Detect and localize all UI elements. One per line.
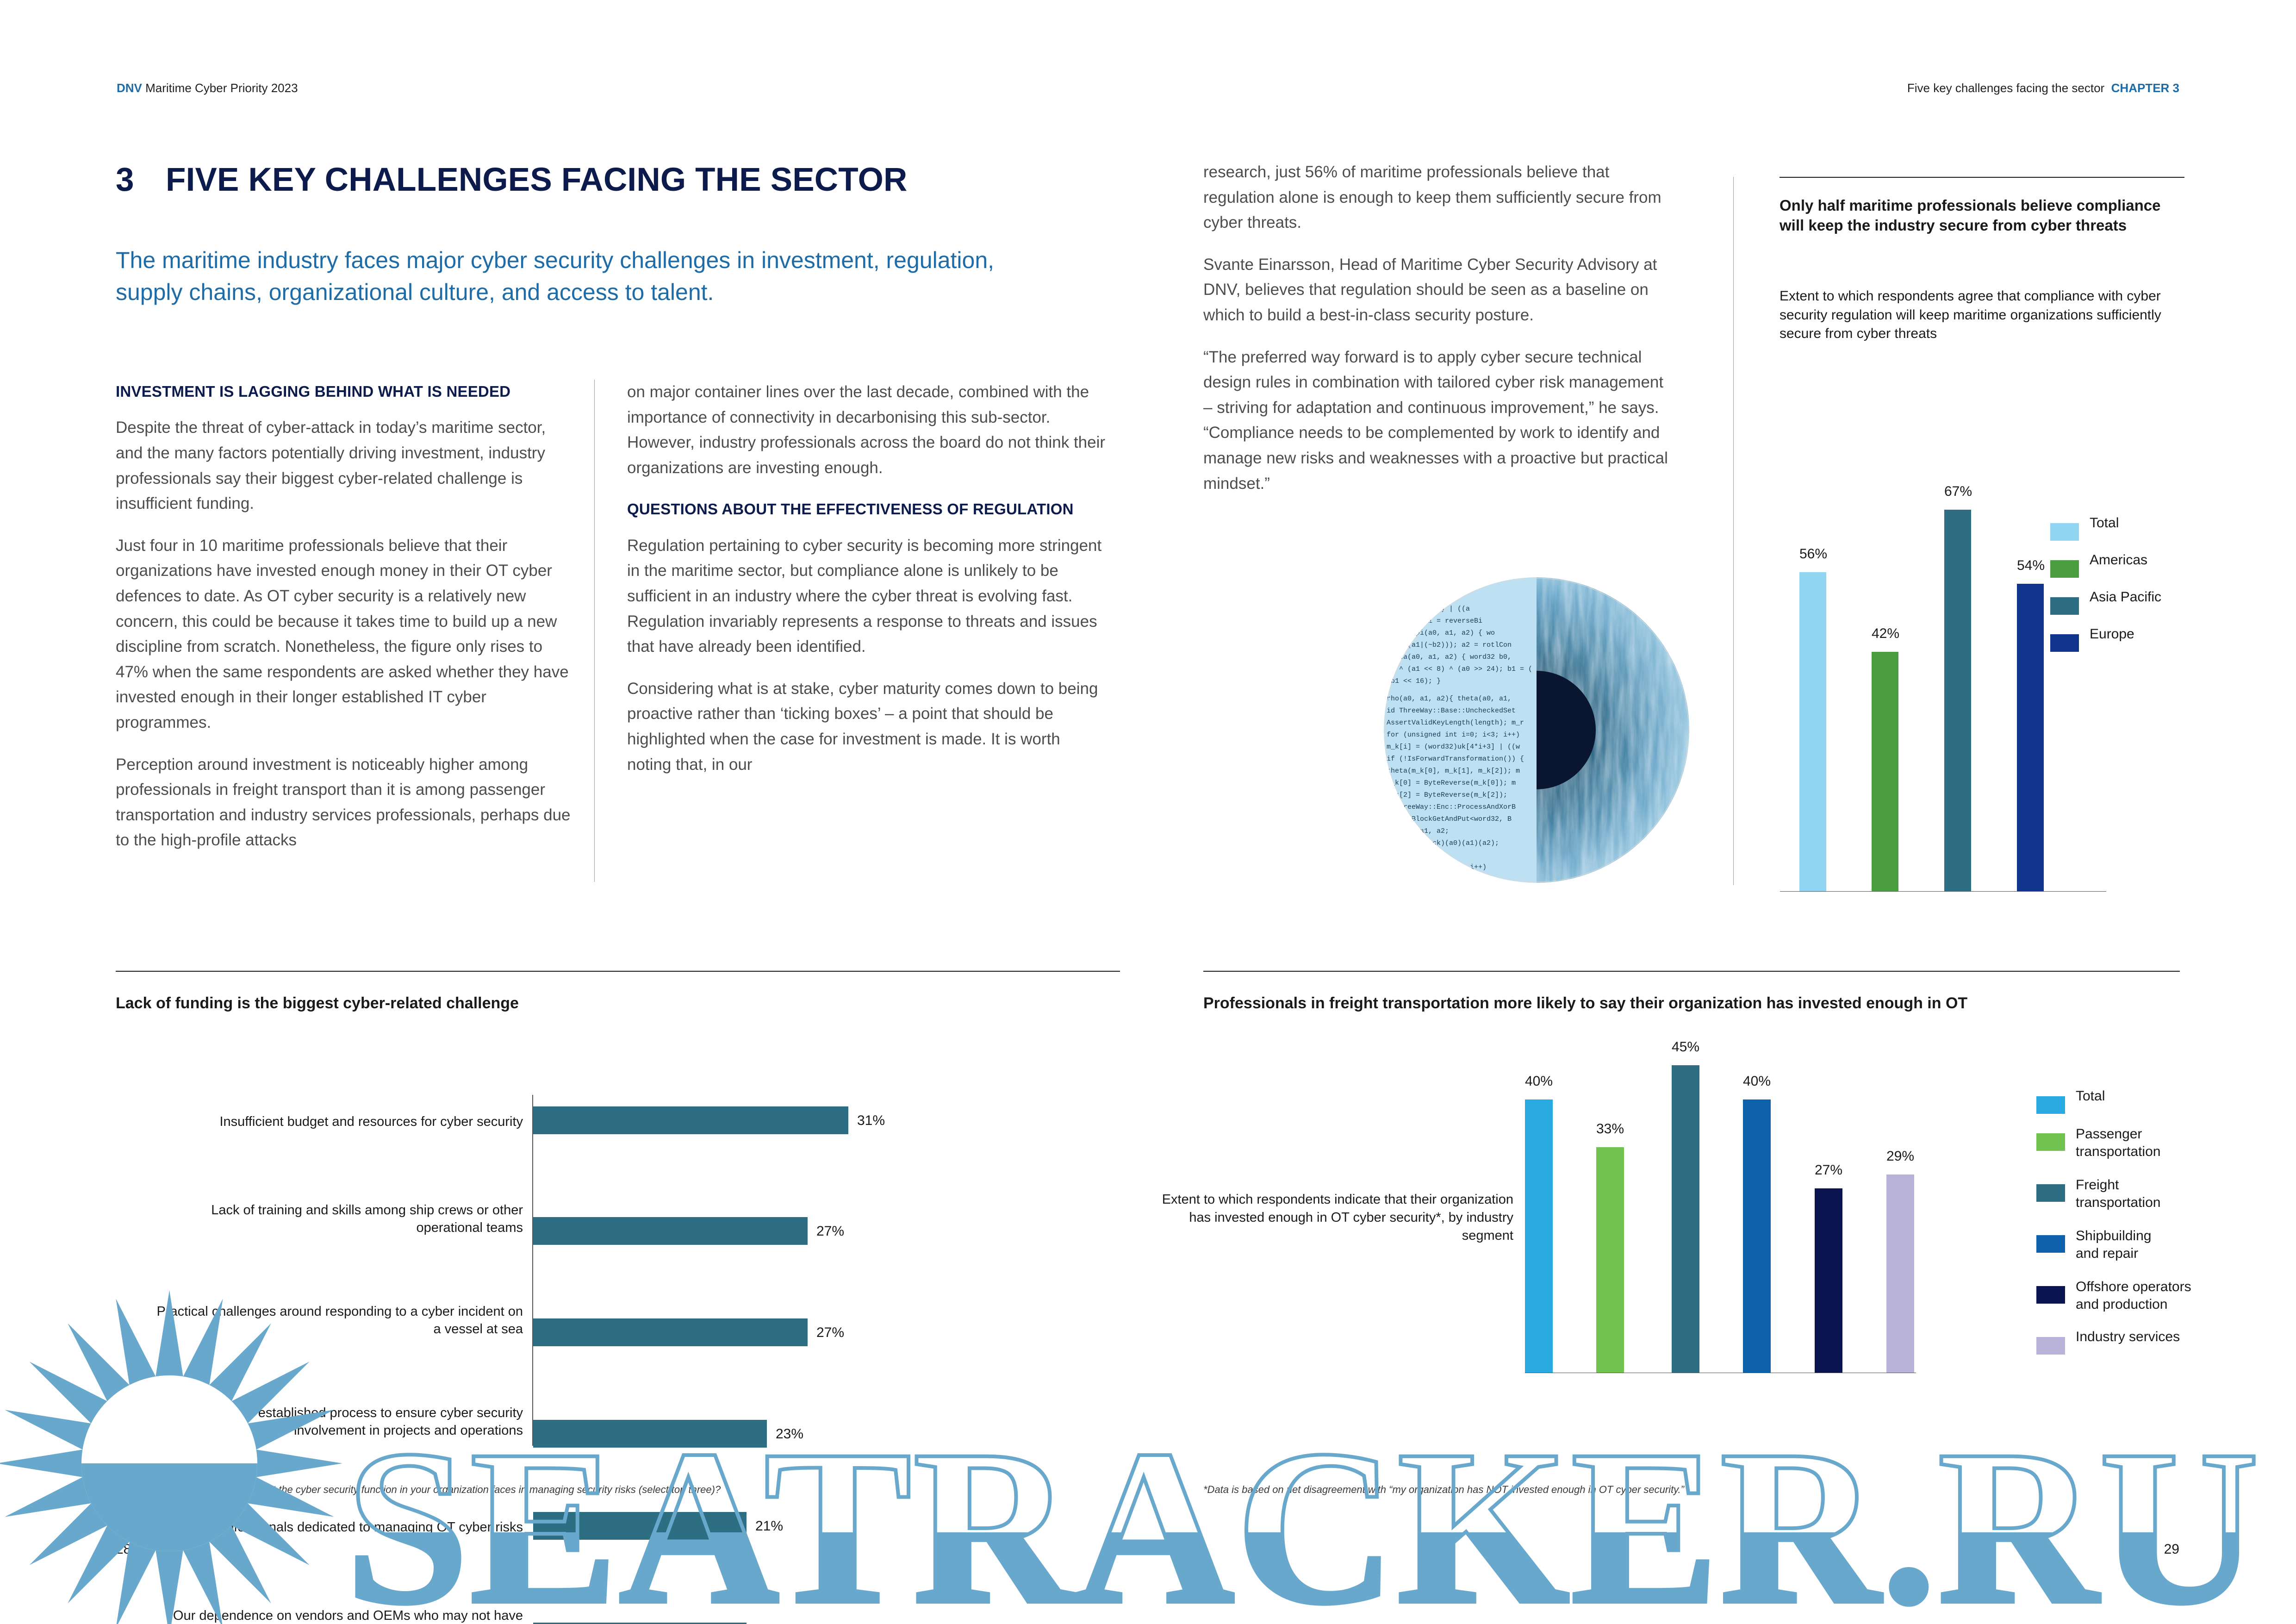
svg-text:::Get(inBlock)(a0)(a1)(a2);: ::Get(inBlock)(a0)(a1)(a2); (1387, 839, 1499, 847)
svg-text:a1, a2) {a1 = reverseBi: a1, a2) {a1 = reverseBi (1387, 617, 1482, 625)
svg-text:theta(m_k[0], m_k[1], m_k[2]);: theta(m_k[0], m_k[1], m_k[2]); m (1387, 767, 1520, 775)
svg-text:rc = START_E;: rc = START_E; (1387, 851, 1441, 859)
svg-text:for (unsigned int i=0; i<3; i+: for (unsigned int i=0; i<3; i++) (1387, 731, 1520, 739)
svg-text:m_k[2] = ByteReverse(m_k[2]);: m_k[2] = ByteReverse(m_k[2]); (1387, 791, 1507, 799)
svg-text:m_k[0] = ByteReverse(m_k[0]);: m_k[0] = ByteReverse(m_k[0]); m (1387, 779, 1516, 787)
svg-text:if (!IsForwardTransformation(): if (!IsForwardTransformation()) { (1387, 755, 1524, 763)
svg-text:0F0F0F0) >> 4) | ((a: 0F0F0F0) >> 4) | ((a (1387, 605, 1470, 613)
svg-text:d32 a0, a1, a2;: d32 a0, a1, a2; (1387, 827, 1449, 835)
svg-text:_gamma_pi(a0, a1, a2) { wo: _gamma_pi(a0, a1, a2) { wo (1386, 629, 1495, 637)
svg-text:m_k[i] = (word32)uk[4*i+3] | (: m_k[i] = (word32)uk[4*i+3] | ((w (1387, 743, 1520, 751)
svg-text:rho(a0, a1, a2){ theta(a0, a1,: rho(a0, a1, a2){ theta(a0, a1, (1387, 695, 1512, 703)
svg-text:(b1 << 16); }: (b1 << 16); } (1387, 677, 1441, 685)
svg-text:id ThreeWay::Base::UncheckedSe: id ThreeWay::Base::UncheckedSet (1387, 707, 1516, 715)
svg-text:) | ((a &: ) | ((a & (1387, 581, 1424, 589)
svg-text:c) >> 2) | ((a &: c) >> 2) | ((a & (1387, 593, 1453, 601)
svg-text:theta(a0, a1, a2) { word32 b0,: theta(a0, a1, a2) { word32 b0, (1387, 653, 1512, 661)
svg-text:oedef BlockGetAndPut<word32, B: oedef BlockGetAndPut<word32, B (1387, 815, 1512, 823)
svg-text:8) ^ (a1 << 8) ^ (a0 >> 24); b: 8) ^ (a1 << 8) ^ (a0 >> 24); b1 = ( (1387, 665, 1532, 673)
svg-text:[0] ^ (rc<<16); a1 ^= m_: [0] ^ (rc<<16); a1 ^= m_ (1387, 875, 1487, 883)
svg-text:b0 ^ (a1|(~b2))); a2 = rotlCon: b0 ^ (a1|(~b2))); a2 = rotlCon (1387, 641, 1512, 649)
svg-text:AssertValidKeyLength(length);: AssertValidKeyLength(length); m_r (1387, 719, 1524, 727)
